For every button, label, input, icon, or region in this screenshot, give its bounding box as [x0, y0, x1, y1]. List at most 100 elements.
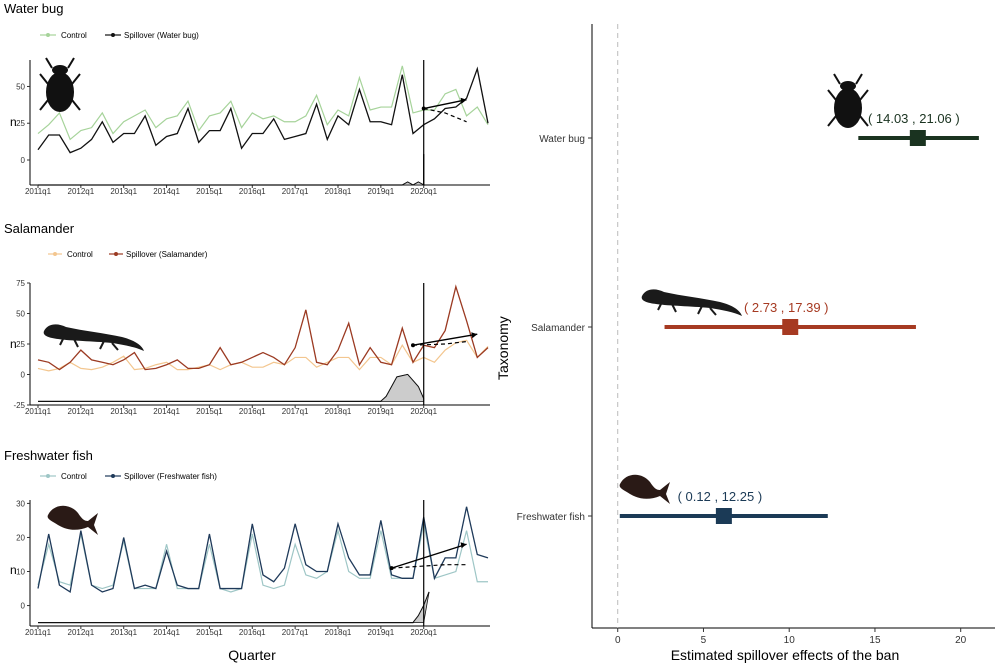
forest-x-tick-label: 10 — [784, 635, 796, 646]
effect-arrow-head — [460, 542, 467, 549]
x-tick-label: 2020q1 — [410, 628, 437, 637]
forest-x-axis-label: Estimated spillover effects of the ban — [671, 647, 900, 663]
legend-spillover-label: Spillover (Salamander) — [126, 250, 208, 259]
density-line — [38, 154, 425, 187]
legend-control-label: Control — [61, 472, 87, 481]
y-tick-label: 25 — [16, 119, 25, 128]
y-axis-label-freshwater-fish: n — [10, 563, 17, 577]
y-tick-label: -25 — [13, 401, 25, 410]
counterfactual-line — [412, 340, 467, 346]
salamander-icon — [43, 324, 144, 351]
point-estimate-marker — [715, 508, 732, 524]
spillover-series-line — [37, 66, 489, 154]
density-shade — [412, 591, 430, 623]
forest-plot: 0 5 10 15 20 Water bug ( 14.03 , 21.06 ) Salama… — [517, 24, 995, 646]
x-tick-label: 2014q1 — [153, 628, 180, 637]
y-tick-label: 10 — [16, 568, 25, 577]
confidence-interval-label: ( 14.03 , 21.06 ) — [868, 111, 960, 126]
water-bug-chart: 0 25 50 2011q1 2012q1 2013q1 2014q1 2015q1 2016q… — [16, 60, 490, 196]
x-tick-label: 2017q1 — [282, 628, 309, 637]
effect-arrow-head — [471, 332, 478, 339]
x-tick-label: 2019q1 — [368, 407, 395, 416]
effect-arrow-head — [460, 97, 467, 104]
panel-title-salamander: Salamander — [4, 221, 75, 236]
x-tick-label: 2017q1 — [282, 187, 309, 196]
legend-water-bug: Control Spillover (Water bug) — [40, 31, 199, 40]
x-tick-label: 2014q1 — [153, 187, 180, 196]
x-tick-label: 2018q1 — [325, 187, 352, 196]
x-tick-label: 2016q1 — [239, 407, 266, 416]
density-line — [38, 373, 425, 402]
y-axis-label-salamander: n — [10, 337, 17, 351]
x-tick-label: 2012q1 — [68, 628, 95, 637]
effect-arrow — [412, 333, 478, 346]
forest-x-tick-label: 0 — [615, 635, 621, 646]
left-x-axis-label: Quarter — [228, 647, 276, 663]
effect-arrow-start — [421, 106, 426, 111]
counterfactual-line — [391, 564, 467, 569]
legend-freshwater-fish: Control Spillover (Freshwater fish) — [40, 472, 217, 481]
forest-x-tick-label: 20 — [955, 635, 967, 646]
effect-arrow-start — [389, 566, 394, 571]
forest-row-label: Freshwater fish — [517, 512, 585, 523]
panel-title-water-bug: Water bug — [4, 1, 64, 16]
legend-control-label: Control — [67, 250, 93, 259]
y-tick-label: 50 — [16, 82, 25, 91]
panel-title-freshwater-fish: Freshwater fish — [4, 448, 93, 463]
x-tick-label: 2013q1 — [110, 628, 137, 637]
x-tick-label: 2013q1 — [110, 407, 137, 416]
y-tick-label: 50 — [16, 310, 25, 319]
x-tick-label: 2017q1 — [282, 407, 309, 416]
x-tick-label: 2014q1 — [153, 407, 180, 416]
x-tick-label: 2011q1 — [25, 187, 52, 196]
effect-arrow — [391, 543, 467, 569]
x-tick-label: 2012q1 — [68, 187, 95, 196]
spillover-series-line — [37, 506, 489, 594]
y-tick-label: 0 — [21, 602, 26, 611]
legend-control-label: Control — [61, 31, 87, 40]
y-tick-label: 20 — [16, 533, 25, 542]
x-tick-label: 2016q1 — [239, 187, 266, 196]
legend-spillover-label: Spillover (Water bug) — [124, 31, 199, 40]
x-tick-label: 2011q1 — [25, 628, 52, 637]
salamander-chart: -25 0 25 50 75 2011q1 2012q1 2013q1 2014q1 2015q1… — [13, 279, 490, 416]
y-tick-label: 30 — [16, 499, 25, 508]
x-tick-label: 2016q1 — [239, 628, 266, 637]
confidence-interval-label: ( 0.12 , 12.25 ) — [678, 489, 763, 504]
x-tick-label: 2011q1 — [25, 407, 52, 416]
forest-x-tick-label: 15 — [869, 635, 881, 646]
point-estimate-marker — [909, 130, 926, 146]
legend-spillover-label: Spillover (Freshwater fish) — [124, 472, 217, 481]
forest-x-tick-label: 5 — [701, 635, 707, 646]
x-tick-label: 2018q1 — [325, 407, 352, 416]
point-estimate-marker — [782, 319, 799, 335]
control-series-line — [37, 65, 489, 141]
y-tick-label: 0 — [21, 156, 26, 165]
spillover-series-line — [37, 284, 489, 371]
x-tick-label: 2019q1 — [368, 628, 395, 637]
confidence-interval-label: ( 2.73 , 17.39 ) — [744, 300, 829, 315]
legend-salamander: Control Spillover (Salamander) — [48, 250, 208, 259]
effect-arrow-start — [411, 343, 415, 348]
x-tick-label: 2020q1 — [410, 407, 437, 416]
density-line — [38, 591, 430, 624]
x-tick-label: 2015q1 — [196, 407, 223, 416]
salamander-icon — [641, 289, 742, 316]
freshwater-fish-chart: 0 10 20 30 2011q1 2012q1 2013q1 2014q1 2015q1 201… — [16, 499, 490, 637]
forest-y-axis-label: Taxonomy — [495, 316, 511, 380]
forest-row-label: Salamander — [531, 323, 586, 334]
x-tick-label: 2015q1 — [196, 187, 223, 196]
effect-arrow — [423, 99, 467, 110]
x-tick-label: 2018q1 — [325, 628, 352, 637]
water-bug-icon — [39, 57, 81, 112]
fish-icon — [619, 474, 670, 504]
forest-row-label: Water bug — [539, 134, 585, 145]
x-tick-label: 2020q1 — [410, 187, 437, 196]
density-shade — [379, 374, 425, 402]
y-tick-label: 0 — [21, 371, 26, 380]
y-tick-label: 25 — [16, 340, 25, 349]
counterfactual-line — [423, 107, 467, 123]
x-tick-label: 2012q1 — [68, 407, 95, 416]
y-axis-label-water-bug: n — [10, 115, 17, 129]
